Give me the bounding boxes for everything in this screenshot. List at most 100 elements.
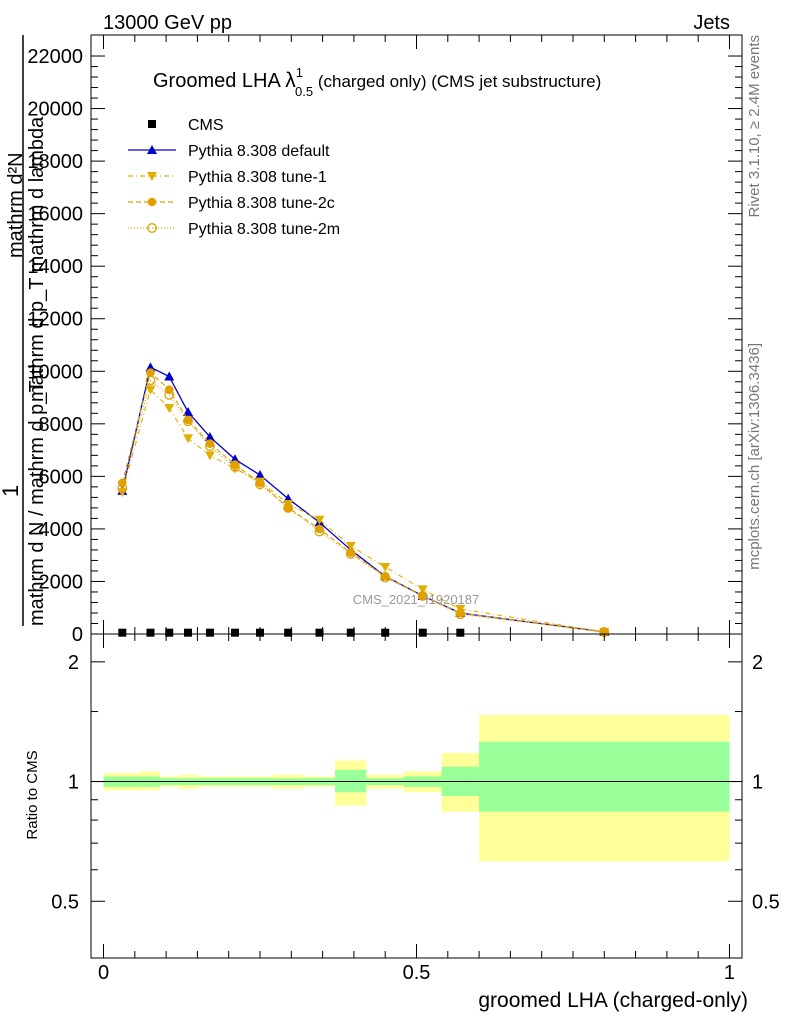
ratio-ytick-label: 2: [68, 652, 79, 674]
data-point: [146, 368, 155, 377]
main-title: Groomed LHA λ1 0.5 (charged only) (CMS je…: [153, 65, 601, 99]
main-ytick-label: 18000: [27, 151, 83, 173]
ylabel-line-2: mathrm d p_T mathrm d lambda: [26, 116, 48, 402]
data-point: [381, 628, 390, 637]
ylabel-line-3: 1: [0, 485, 23, 497]
data-point: [183, 416, 193, 427]
legend-label: CMS: [188, 117, 224, 134]
title-main: Groomed LHA: [153, 70, 285, 92]
data-point: [417, 590, 428, 601]
data-point: [117, 483, 128, 494]
legend-label: Pythia 8.308 tune-2m: [188, 221, 340, 238]
legend-marker: [147, 145, 157, 154]
data-point: [164, 385, 174, 394]
ratio-plot-frame: [90, 633, 743, 959]
legend-marker: [147, 197, 157, 207]
title-sup: 1: [296, 65, 303, 80]
main-ytick-label: 12000: [27, 309, 83, 331]
data-point: [284, 628, 293, 637]
series-line: [121, 371, 605, 633]
data-point: [230, 628, 239, 637]
legend-entry: Pythia 8.308 tune-2m: [128, 221, 340, 238]
legend-marker: [148, 120, 156, 128]
data-point: [164, 404, 175, 414]
main-ytick-label: 2000: [39, 571, 84, 593]
data-point: [380, 563, 391, 573]
data-point: [229, 454, 240, 464]
legend: CMS Pythia 8.308 default Pythia 8.308 tune…: [128, 117, 340, 238]
data-point: [183, 407, 194, 417]
data-point: [184, 628, 193, 637]
data-point: [165, 628, 174, 637]
ratio-bands: [103, 715, 730, 862]
xlabel: groomed LHA (charged-only): [478, 989, 748, 1012]
legend-entry: Pythia 8.308 default: [128, 143, 330, 160]
legend-label: Pythia 8.308 default: [188, 143, 330, 160]
main-ytick-label: 22000: [27, 46, 83, 68]
ratio-ytick-label: 0.5: [51, 891, 79, 913]
legend-entry: Pythia 8.308 tune-1: [128, 169, 327, 186]
data-point: [164, 371, 175, 381]
data-point: [117, 478, 127, 488]
main-ytick-label: 20000: [27, 99, 83, 121]
ratio-ytick-label-right: 0.5: [752, 891, 780, 913]
main-ytick-label: 8000: [39, 414, 84, 436]
watermark: CMS_2021_I1920187: [353, 592, 480, 607]
series-line: [121, 366, 605, 633]
main-ylabel: mathrm d²N mathrm d p_T mathrm d lambda …: [0, 35, 48, 626]
legend-marker: [147, 172, 157, 181]
data-point: [204, 431, 215, 441]
ratio-axis-ticks: 0.5 0.5 1 1 2 2 0 0.5 1: [51, 634, 780, 984]
data-point: [145, 362, 156, 372]
data-point: [255, 470, 266, 480]
data-point: [205, 628, 214, 637]
data-point: [183, 434, 194, 444]
data-point: [230, 460, 240, 469]
data-point: [230, 462, 240, 473]
main-series: [117, 362, 610, 638]
data-point: [456, 628, 465, 637]
data-point: [314, 515, 325, 525]
data-point: [315, 628, 324, 637]
ratio-xtick-label: 0: [98, 962, 109, 984]
ylabel-line-4: mathrm d N / mathrm d p_T: [26, 380, 48, 626]
series-pythia-8-308-tune-1: [117, 385, 610, 637]
data-point: [205, 439, 215, 448]
data-point: [204, 451, 215, 461]
series-pythia-8-308-tune-2m: [117, 375, 610, 638]
ratio-ytick-label: 1: [68, 772, 79, 794]
data-point: [204, 441, 215, 452]
main-ytick-label: 16000: [27, 204, 83, 226]
mcplots-label: mcplots.cern.ch [arXiv:1306.3436]: [746, 343, 763, 570]
data-point: [164, 389, 175, 400]
title-sub: 0.5: [295, 84, 313, 99]
header-left: 13000 GeV pp: [103, 12, 232, 34]
data-point: [455, 609, 466, 620]
data-point: [283, 502, 294, 513]
main-ytick-label: 10000: [27, 361, 83, 383]
ratio-plot: 0.5 0.5 1 1 2 2 0 0.5 1 Ratio to CMS groomed LHA…: [24, 633, 780, 1012]
legend-entry: Pythia 8.308 tune-2c: [128, 195, 335, 212]
legend-entry: CMS: [148, 117, 224, 134]
data-point: [346, 628, 355, 637]
legend-label: Pythia 8.308 tune-2c: [188, 195, 335, 212]
data-point: [314, 526, 325, 537]
title-rest: (charged only) (CMS jet substructure): [313, 72, 601, 91]
ylabel-line-1: mathrm d²N: [5, 152, 27, 258]
ratio-xtick-label: 0.5: [403, 962, 431, 984]
data-point: [255, 479, 265, 490]
main-ytick-label: 6000: [39, 466, 84, 488]
main-ytick-label: 14000: [27, 256, 83, 278]
ratio-xtick-label: 1: [724, 962, 735, 984]
legend-marker: [147, 223, 157, 233]
legend-label: Pythia 8.308 tune-1: [188, 169, 327, 186]
ratio-ytick-label-right: 2: [752, 652, 763, 674]
data-point: [145, 385, 156, 395]
main-ytick-label: 0: [72, 624, 83, 646]
data-point: [418, 591, 428, 601]
data-point: [417, 585, 428, 595]
data-point: [315, 524, 324, 534]
data-point: [118, 628, 127, 637]
ratio-ytick-label-right: 1: [752, 772, 763, 794]
